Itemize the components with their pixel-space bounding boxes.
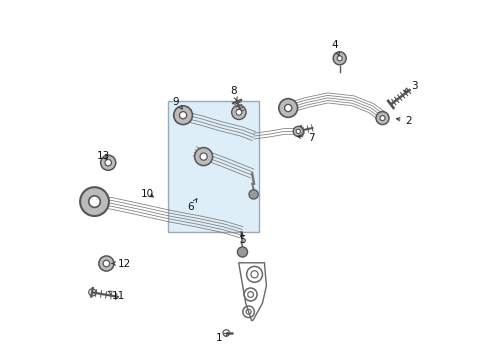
Circle shape — [279, 99, 297, 117]
Text: 3: 3 — [404, 81, 417, 91]
Text: 8: 8 — [230, 86, 237, 101]
Circle shape — [296, 129, 300, 134]
Circle shape — [285, 104, 292, 112]
Circle shape — [376, 112, 389, 125]
Circle shape — [238, 247, 247, 257]
Text: 7: 7 — [297, 132, 315, 143]
Text: 6: 6 — [188, 199, 197, 212]
Circle shape — [89, 196, 100, 207]
Circle shape — [380, 116, 385, 121]
Circle shape — [179, 112, 187, 119]
Circle shape — [80, 187, 109, 216]
Circle shape — [100, 155, 116, 170]
Text: 12: 12 — [112, 258, 131, 269]
Text: 11: 11 — [108, 291, 125, 301]
Circle shape — [249, 190, 258, 199]
Circle shape — [103, 260, 110, 267]
Circle shape — [293, 126, 303, 136]
Text: 2: 2 — [396, 116, 412, 126]
Circle shape — [232, 105, 246, 120]
FancyBboxPatch shape — [168, 101, 259, 232]
Circle shape — [195, 148, 213, 166]
Circle shape — [236, 109, 242, 115]
Text: 4: 4 — [332, 40, 340, 56]
Circle shape — [333, 52, 346, 65]
Circle shape — [174, 106, 193, 125]
Circle shape — [99, 256, 114, 271]
Text: 13: 13 — [97, 150, 111, 161]
Text: 5: 5 — [239, 232, 245, 245]
Text: 10: 10 — [141, 189, 154, 199]
Text: 1: 1 — [216, 333, 228, 343]
Circle shape — [337, 56, 342, 61]
Circle shape — [105, 159, 111, 166]
Text: 9: 9 — [172, 96, 182, 109]
Circle shape — [200, 153, 207, 160]
